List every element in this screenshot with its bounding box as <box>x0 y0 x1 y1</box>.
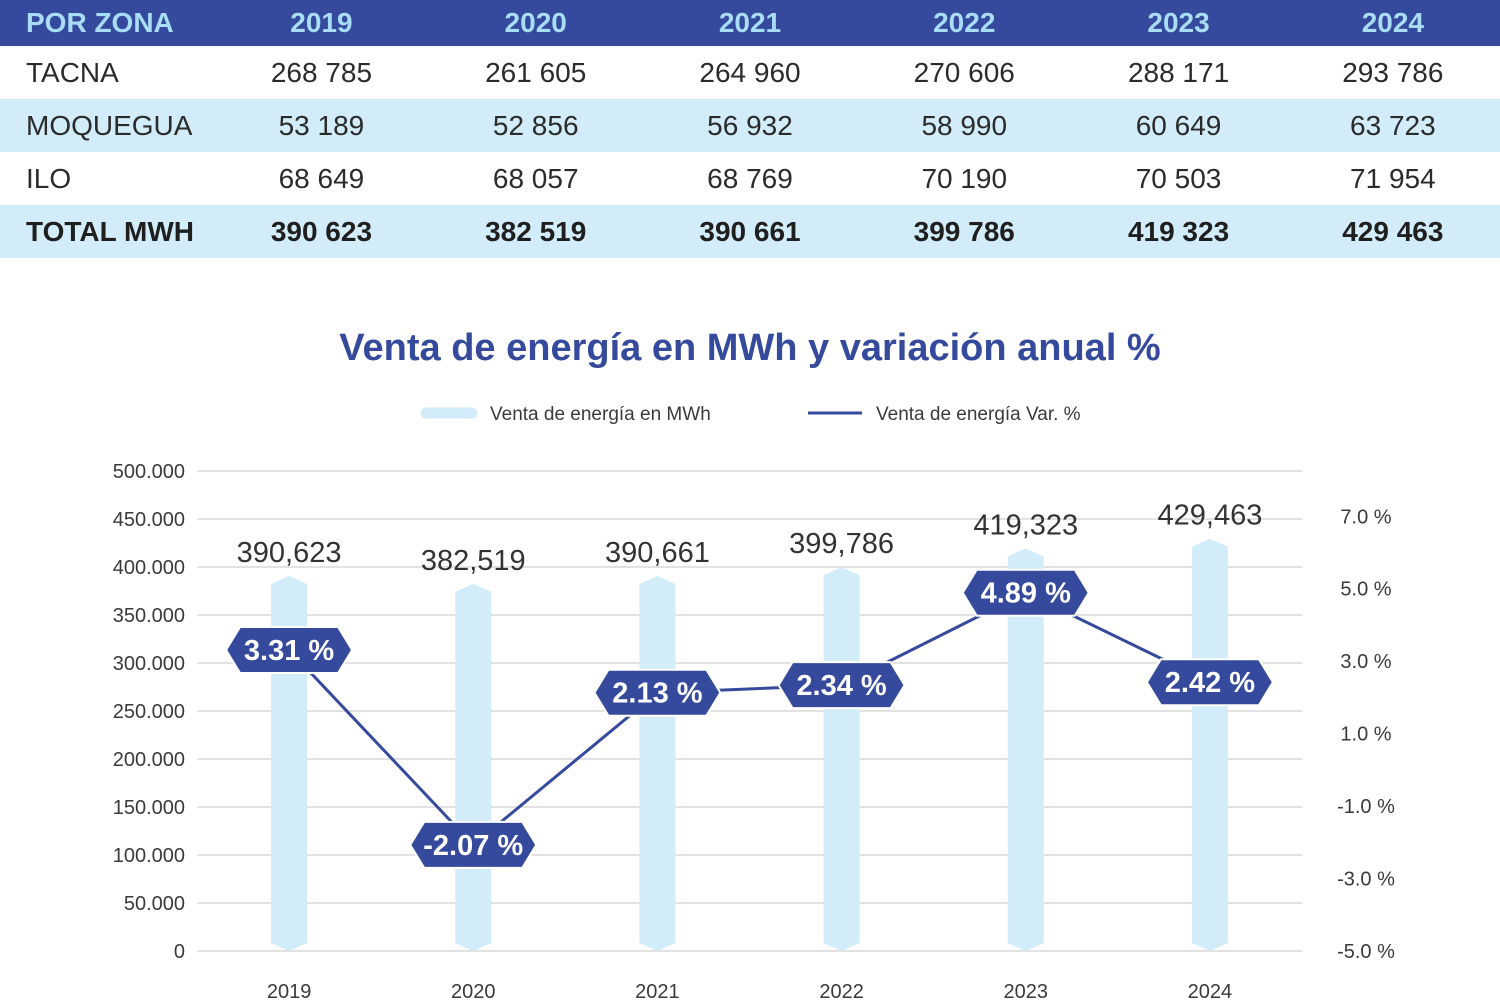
left-tick-label: 500.000 <box>113 461 185 483</box>
left-tick-label: 0 <box>174 941 185 963</box>
x-tick-label: 2021 <box>635 981 680 1001</box>
table-row-ilo: ILO 68 649 68 057 68 769 70 190 70 503 7… <box>0 152 1500 205</box>
bar <box>1007 548 1044 951</box>
table-cell: 63 723 <box>1350 109 1436 141</box>
table-cell: 56 932 <box>707 109 793 141</box>
table-cell: 390 623 <box>270 215 373 247</box>
variation-label: 2.34 % <box>796 670 886 702</box>
left-tick-label: 150.000 <box>113 797 185 819</box>
header-year: 2023 <box>1147 7 1210 38</box>
variation-badge <box>593 668 722 717</box>
bar-value-label: 390,623 <box>237 537 342 569</box>
bar-value-label: 399,786 <box>789 528 894 560</box>
table-cell: 71 954 <box>1350 162 1436 194</box>
left-tick-label: 300.000 <box>113 653 185 675</box>
left-tick-label: 250.000 <box>113 701 185 723</box>
left-tick-label: 100.000 <box>113 845 185 867</box>
table-cell: 382 519 <box>485 215 587 247</box>
variation-label: 4.89 % <box>981 578 1071 610</box>
row-label: ILO <box>26 162 72 194</box>
bar-labels: 390,623 382,519 390,661 399,786 419,323 429,4… <box>237 500 1263 577</box>
variation-badge <box>1145 658 1275 707</box>
table-row-tacna: TACNA 268 785 261 605 264 960 270 606 28… <box>0 46 1500 99</box>
energy-chart: Venta de energía en MWh y variación anua… <box>113 327 1395 1001</box>
legend-line-label: Venta de energía Var. % <box>876 404 1081 425</box>
bar <box>1191 538 1228 951</box>
table-cell: 58 990 <box>921 109 1008 141</box>
left-tick-label: 450.000 <box>113 509 185 531</box>
bar <box>455 583 492 951</box>
bar-value-label: 419,323 <box>973 509 1078 541</box>
right-tick-label: -3.0 % <box>1337 869 1395 891</box>
header-year: 2024 <box>1361 7 1424 38</box>
table-cell: 52 856 <box>492 109 579 141</box>
right-tick-label: -5.0 % <box>1337 941 1395 963</box>
left-tick-label: 400.000 <box>113 557 185 579</box>
header-year: 2022 <box>933 7 996 38</box>
right-tick-label: 7.0 % <box>1340 506 1391 528</box>
table-cell: 288 171 <box>1127 56 1230 88</box>
zona-table: POR ZONA 2019 2020 2021 2022 2023 2024 T… <box>0 0 1500 258</box>
variation-label: 2.13 % <box>612 678 702 710</box>
row-label: MOQUEGUA <box>26 109 193 141</box>
left-tick-label: 350.000 <box>113 605 185 627</box>
table-header-row: POR ZONA 2019 2020 2021 2022 2023 2024 <box>0 0 1500 46</box>
table-row-moquegua: MOQUEGUA 53 189 52 856 56 932 58 990 60 … <box>0 99 1500 152</box>
variation-badge <box>961 568 1090 617</box>
variation-label: 2.42 % <box>1165 667 1255 699</box>
row-label: TACNA <box>26 56 119 88</box>
chart-title: Venta de energía en MWh y variación anua… <box>339 327 1160 369</box>
x-tick-label: 2023 <box>1004 981 1049 1001</box>
x-tick-label: 2019 <box>267 981 312 1001</box>
table-cell: 53 189 <box>278 109 365 141</box>
bar <box>639 575 676 951</box>
table-cell: 60 649 <box>1135 109 1222 141</box>
right-tick-label: -1.0 % <box>1337 796 1395 818</box>
table-cell: 261 605 <box>485 56 587 88</box>
bar-value-label: 429,463 <box>1158 500 1263 532</box>
right-tick-label: 1.0 % <box>1340 724 1391 746</box>
bar-value-label: 382,519 <box>421 545 526 577</box>
line-labels: 3.31 % -2.07 % 2.13 % 2.34 % 4.89 % 2.42 % <box>224 568 1275 869</box>
left-tick-label: 50.000 <box>124 893 185 915</box>
left-tick-label: 200.000 <box>113 749 185 771</box>
header-year: 2021 <box>718 7 782 38</box>
table-cell: 70 503 <box>1135 162 1222 194</box>
legend: Venta de energía en MWh Venta de energía… <box>420 404 1081 425</box>
bar <box>823 567 860 951</box>
table-cell: 270 606 <box>913 56 1015 88</box>
x-tick-label: 2022 <box>819 981 864 1001</box>
grid <box>197 470 1302 952</box>
table-cell: 419 323 <box>1127 215 1230 247</box>
header-year: 2020 <box>504 7 567 38</box>
variation-badge <box>777 661 906 710</box>
table-cell: 429 463 <box>1342 215 1444 247</box>
variation-label: -2.07 % <box>423 830 523 862</box>
variation-label: 3.31 % <box>244 635 334 667</box>
legend-bar-label: Venta de energía en MWh <box>490 404 711 425</box>
table-row-total: TOTAL MWH 390 623 382 519 390 661 399 78… <box>0 205 1500 258</box>
right-axis: -5.0 % -3.0 % -1.0 % 1.0 % 3.0 % 5.0 % 7.0 % <box>1337 506 1395 963</box>
table-cell: 70 190 <box>921 162 1008 194</box>
variation-badge <box>409 820 538 869</box>
right-tick-label: 5.0 % <box>1340 579 1391 601</box>
left-axis: 0 50.000 100.000 150.000 200.000 250.000 300.0… <box>113 461 185 963</box>
bar-value-label: 390,661 <box>605 537 710 569</box>
x-axis: 2019 2020 2021 2022 2023 2024 <box>267 981 1232 1001</box>
table-cell: 399 786 <box>913 215 1015 247</box>
table-cell: 390 661 <box>699 215 801 247</box>
table-cell: 68 649 <box>278 162 365 194</box>
x-tick-label: 2024 <box>1188 981 1233 1001</box>
variation-badge <box>224 625 354 674</box>
right-tick-label: 3.0 % <box>1340 651 1391 673</box>
row-label: TOTAL MWH <box>26 215 194 247</box>
header-year: 2019 <box>290 7 353 38</box>
header-zona: POR ZONA <box>26 7 174 38</box>
table-cell: 68 769 <box>707 162 793 194</box>
table-cell: 268 785 <box>270 56 373 88</box>
table-cell: 293 786 <box>1342 56 1444 88</box>
x-tick-label: 2020 <box>451 981 496 1001</box>
table-cell: 264 960 <box>699 56 801 88</box>
table-cell: 68 057 <box>492 162 579 194</box>
